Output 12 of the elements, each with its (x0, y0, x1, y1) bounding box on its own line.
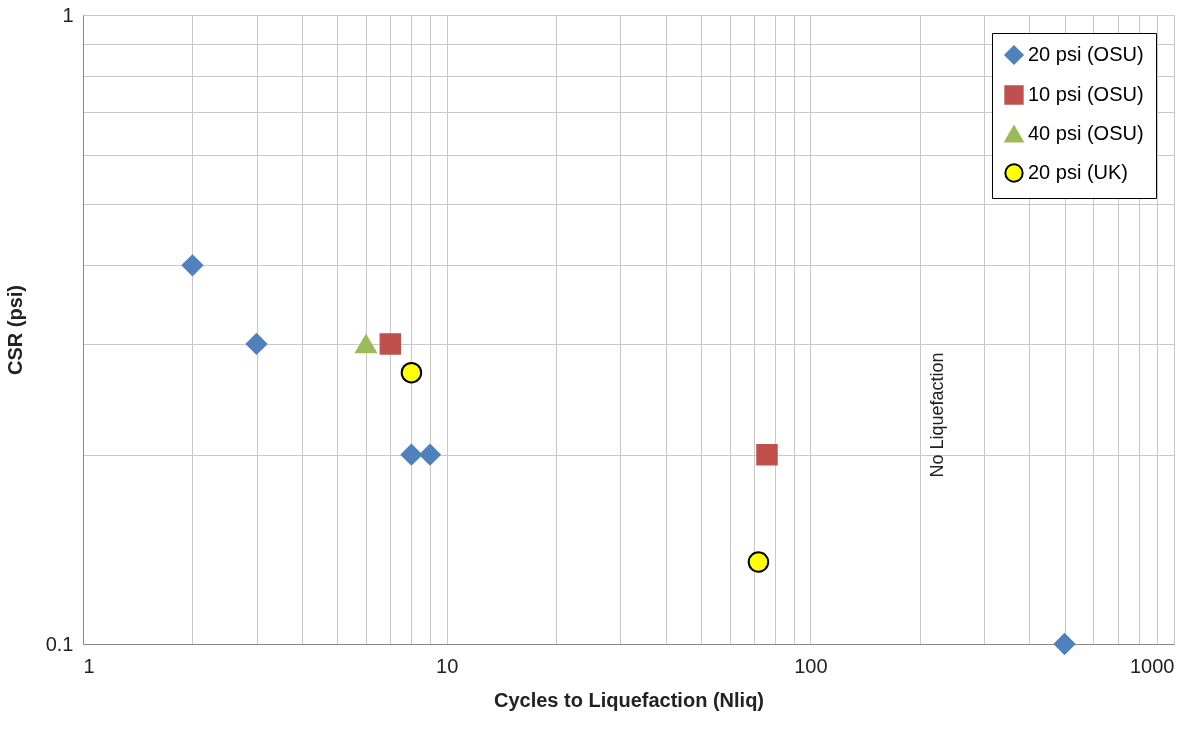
x-tick-label: 1 (83, 654, 95, 677)
legend-label: 40 psi (OSU) (1028, 122, 1144, 144)
x-tick-label: 10 (436, 654, 459, 677)
legend-label: 20 psi (OSU) (1028, 43, 1144, 65)
legend-label: 10 psi (OSU) (1028, 83, 1144, 105)
y-axis-title: CSR (psi) (3, 285, 26, 375)
x-tick-label: 100 (794, 654, 828, 677)
legend-label: 20 psi (UK) (1028, 161, 1129, 183)
x-axis-title: Cycles to Liquefaction (Nliq) (493, 688, 765, 711)
x-tick-label: 1000 (1130, 654, 1175, 677)
annotation: No Liquefaction (927, 352, 947, 478)
y-tick-label: 0.1 (45, 632, 74, 655)
